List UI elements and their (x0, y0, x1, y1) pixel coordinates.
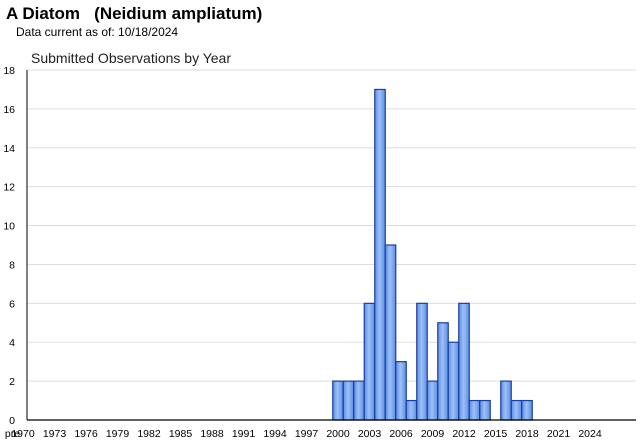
bar-2011 (447, 341, 460, 421)
x-tick-label: 2009 (421, 428, 445, 440)
y-tick-label: 14 (3, 143, 15, 155)
x-tick-label: pre (5, 428, 20, 440)
x-tick-label: 1976 (74, 428, 98, 440)
y-tick-label: 18 (3, 65, 15, 77)
y-tick-label: 10 (3, 221, 15, 233)
bar-2018 (521, 399, 533, 421)
y-tick-labels: 0 2 4 6 8 10 12 14 16 18 (3, 65, 15, 427)
x-tick-label: 1982 (137, 428, 161, 440)
bar-2010 (437, 322, 449, 421)
bar-2006 (395, 361, 407, 421)
bar-2014 (479, 399, 491, 421)
y-tick-label: 12 (3, 182, 15, 194)
bar-2003 (363, 302, 376, 421)
chart-title: Submitted Observations by Year (31, 50, 231, 66)
data-current-label: Data current as of: 10/18/2024 (16, 25, 179, 39)
x-tick-label: 2021 (547, 428, 571, 440)
x-tick-label: 1997 (295, 428, 319, 440)
x-tick-label: 1985 (169, 428, 193, 440)
y-tick-label: 0 (9, 415, 15, 427)
x-tick-label: 2018 (515, 428, 539, 440)
bar-2002 (353, 380, 365, 421)
x-tick-label: 2012 (452, 428, 476, 440)
y-tick-label: 6 (9, 298, 15, 310)
x-tick-label: 2015 (484, 428, 508, 440)
bar-2001 (342, 380, 355, 421)
bar-2004 (374, 88, 386, 421)
grid-lines (27, 69, 636, 382)
bar-2008 (416, 302, 428, 421)
x-tick-label: 2024 (578, 428, 602, 440)
bar-2009 (426, 380, 439, 421)
y-tick-label: 8 (9, 259, 15, 271)
x-tick-label: 1994 (263, 428, 287, 440)
x-tick-label: 1988 (200, 428, 224, 440)
bar-2016 (500, 380, 512, 421)
bar-2007 (405, 399, 418, 421)
x-tick-label: 2003 (358, 428, 382, 440)
x-tick-label: 1973 (43, 428, 67, 440)
x-tick-label: 2006 (389, 428, 413, 440)
bar-2017 (510, 399, 523, 421)
bar-2013 (468, 399, 481, 421)
x-tick-label: 2000 (326, 428, 350, 440)
y-tick-label: 16 (3, 104, 15, 116)
page-title: A Diatom (Neidium ampliatum) (6, 4, 263, 23)
bar-2005 (384, 244, 397, 421)
bar-2012 (458, 302, 470, 421)
x-tick-label: 1970 (11, 428, 35, 440)
bars (332, 88, 533, 421)
bar-2000 (332, 380, 344, 421)
axes (26, 70, 636, 421)
y-tick-label: 4 (9, 337, 15, 349)
x-tick-label: 1991 (232, 428, 256, 440)
x-tick-label: 1979 (106, 428, 130, 440)
y-tick-label: 2 (9, 376, 15, 388)
